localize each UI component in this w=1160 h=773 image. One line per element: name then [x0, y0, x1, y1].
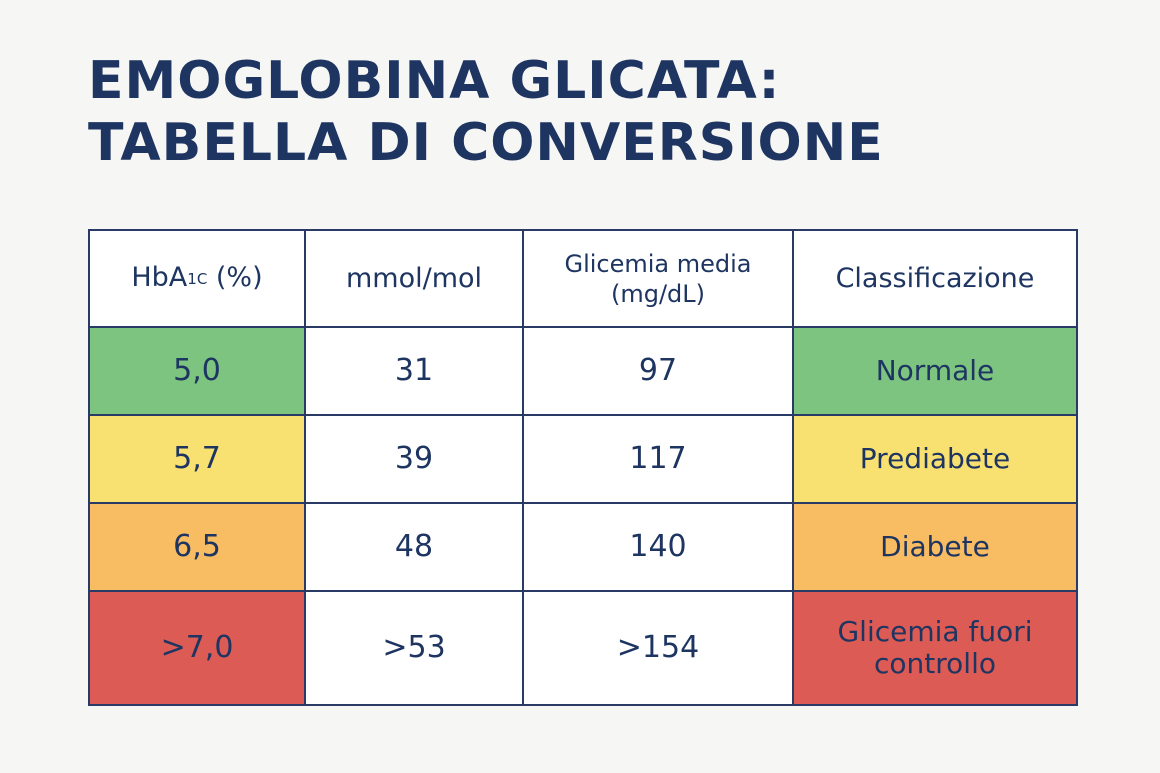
header-mmol: mmol/mol	[304, 229, 524, 328]
cell-hba1c: 5,0	[88, 326, 306, 416]
table-row: 5,0 31 97 Normale	[88, 326, 1078, 416]
header-hba1c: HbA1C (%)	[88, 229, 306, 328]
header-glicemia-line-2: (mg/dL)	[610, 279, 706, 308]
cell-mmol: 39	[304, 414, 524, 504]
cell-glicemia: >154	[522, 590, 794, 706]
cell-classificazione-line-2: controllo	[874, 647, 996, 680]
cell-hba1c: >7,0	[88, 590, 306, 706]
cell-classificazione: Diabete	[792, 502, 1078, 592]
cell-classificazione: Prediabete	[792, 414, 1078, 504]
cell-classificazione: Glicemia fuori controllo	[792, 590, 1078, 706]
page-title: EMOGLOBINA GLICATA: TABELLA DI CONVERSIO…	[88, 50, 884, 174]
cell-glicemia: 117	[522, 414, 794, 504]
cell-glicemia: 97	[522, 326, 794, 416]
cell-mmol: 31	[304, 326, 524, 416]
cell-mmol: 48	[304, 502, 524, 592]
header-hba1c-sub: 1C	[187, 270, 208, 288]
title-line-1: EMOGLOBINA GLICATA:	[88, 51, 781, 111]
header-hba1c-prefix: HbA	[131, 262, 188, 293]
title-line-2: TABELLA DI CONVERSIONE	[88, 113, 884, 173]
header-glicemia-line-1: Glicemia media	[564, 249, 752, 278]
cell-classificazione: Normale	[792, 326, 1078, 416]
table-row: >7,0 >53 >154 Glicemia fuori controllo	[88, 590, 1078, 706]
cell-hba1c: 6,5	[88, 502, 306, 592]
header-glicemia: Glicemia media (mg/dL)	[522, 229, 794, 328]
conversion-table: HbA1C (%) mmol/mol Glicemia media (mg/dL…	[88, 229, 1078, 706]
table-row: 5,7 39 117 Prediabete	[88, 414, 1078, 504]
cell-classificazione-line-1: Glicemia fuori	[837, 615, 1033, 648]
table-header-row: HbA1C (%) mmol/mol Glicemia media (mg/dL…	[88, 229, 1078, 328]
header-classificazione: Classificazione	[792, 229, 1078, 328]
header-hba1c-suffix: (%)	[207, 262, 263, 293]
table-row: 6,5 48 140 Diabete	[88, 502, 1078, 592]
cell-glicemia: 140	[522, 502, 794, 592]
cell-hba1c: 5,7	[88, 414, 306, 504]
cell-mmol: >53	[304, 590, 524, 706]
